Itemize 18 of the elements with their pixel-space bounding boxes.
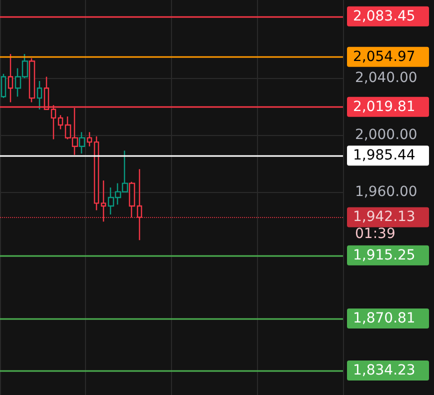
candlestick	[94, 136, 100, 211]
text: 01:39	[355, 226, 396, 242]
candlestick	[36, 80, 42, 110]
ref-line-label: 1,985.44	[353, 148, 416, 164]
ref-line-label: 1,870.81	[353, 310, 416, 327]
y-tick-label: 2,000.00	[355, 126, 418, 143]
y-tick-label: 2,040.00	[355, 70, 418, 86]
candlestick	[8, 53, 14, 103]
ref-line-label: 2,083.45	[353, 8, 416, 24]
ref-line-label: 1,915.25	[353, 247, 416, 264]
ref-line-label: 2,054.97	[353, 48, 416, 65]
y-tick-label: 1,960.00	[355, 184, 418, 200]
candlestick	[86, 132, 92, 147]
candlestick	[58, 114, 64, 130]
candlestick	[0, 73, 6, 99]
ref-line-label: 1,834.23	[353, 362, 416, 379]
ref-line-label: 2,019.81	[353, 98, 416, 115]
ref-line-label: 1,942.13	[353, 209, 416, 226]
